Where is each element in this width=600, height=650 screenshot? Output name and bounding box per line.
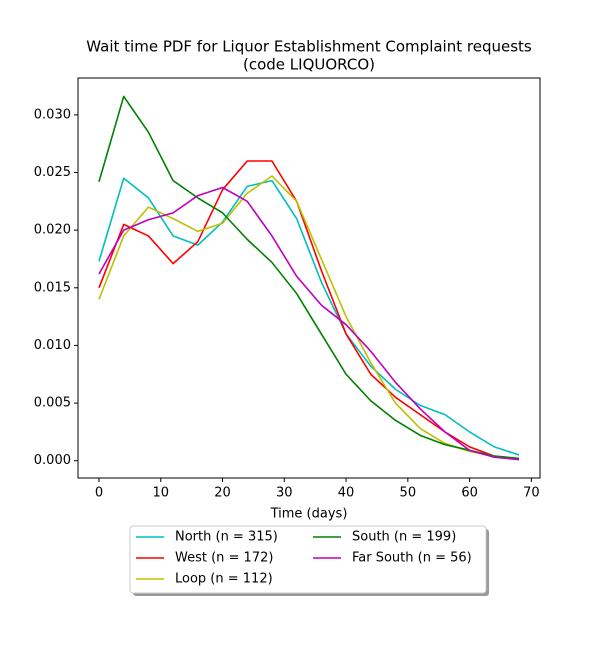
y-tick-label: 0.010 [34,338,71,353]
series-line [98,95,520,460]
legend-label: Far South (n = 56) [352,551,472,566]
chart-title: (code LIQUORCO) [243,56,375,74]
y-tick-label: 0.005 [34,396,71,411]
legend-label: North (n = 315) [175,530,278,545]
y-tick-label: 0.020 [34,223,71,238]
legend-box [129,525,487,594]
y-tick-label: 0.030 [34,107,71,122]
series-line [98,160,520,461]
plot-frame [77,77,541,479]
x-tick-label: 10 [152,486,169,501]
legend: North (n = 315) South (n = 199) West (n = … [129,525,489,596]
x-tick-label: 50 [400,486,417,501]
y-tick-label: 0.015 [34,280,71,295]
y-tick-label: 0.000 [34,453,71,468]
legend-label: Loop (n = 112) [175,572,273,587]
x-tick-label: 30 [276,486,293,501]
x-tick-label: 60 [461,486,478,501]
series-line [98,186,520,461]
x-tick-label: 0 [95,486,103,501]
chart-title: Wait time PDF for Liquor Establishment C… [86,38,532,56]
legend-label: West (n = 172) [175,551,273,566]
legend-label: South (n = 199) [352,530,456,545]
x-axis-label: Time (days) [270,507,348,522]
x-tick-label: 70 [523,486,540,501]
x-tick-label: 20 [214,486,231,501]
series-line [98,177,520,456]
x-tick-label: 40 [338,486,355,501]
y-tick-label: 0.025 [34,165,71,180]
